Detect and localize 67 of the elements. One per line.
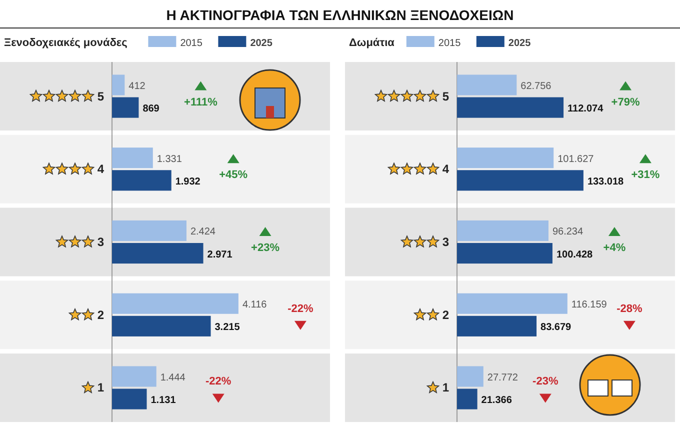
data-label: 1.444 [160, 372, 186, 384]
y-tick-label: 1 [97, 380, 104, 395]
legend-title: Ξενοδοχειακές μονάδες [4, 37, 128, 49]
bar [112, 293, 238, 314]
bar [457, 97, 564, 118]
bar [457, 388, 478, 410]
bar [457, 366, 484, 387]
data-label: 4.116 [242, 300, 268, 311]
data-label: 2.971 [207, 249, 233, 260]
bar [457, 148, 554, 168]
bar [112, 366, 156, 387]
text: +31% [631, 169, 660, 182]
y-tick-label: 1 [442, 380, 450, 395]
text: -22% [288, 302, 314, 315]
annotation: +111% [184, 96, 218, 108]
text: +4% [603, 242, 626, 254]
legend-title: Δωμάτια [349, 37, 395, 49]
legend-label: 2015 [438, 38, 462, 49]
bar [457, 74, 517, 96]
bar [457, 220, 548, 241]
bar [112, 74, 125, 96]
bar [112, 97, 139, 118]
y-tick-label: 2 [442, 308, 450, 322]
data-label: 83.679 [540, 322, 572, 334]
annotation: +45% [219, 169, 248, 182]
data-label: 100.428 [556, 249, 594, 260]
data-label: 62.756 [520, 80, 552, 92]
data-label: 116.159 [571, 300, 608, 311]
data-label: 101.627 [558, 154, 594, 165]
bar [457, 316, 537, 336]
text: +79% [611, 96, 640, 108]
y-tick-label: 5 [97, 89, 104, 104]
data-label: 1.331 [156, 154, 182, 165]
bar [112, 220, 186, 241]
data-label: 112.074 [568, 104, 604, 115]
data-label: 133.018 [587, 176, 624, 188]
data-label: 21.366 [481, 395, 512, 406]
legend-label: 2025 [508, 38, 532, 49]
legend-label: 2025 [250, 38, 273, 49]
data-label: 27.772 [487, 372, 518, 384]
data-label: 1.131 [150, 395, 176, 406]
data-label: 412 [128, 80, 146, 92]
y-tick-label: 2 [97, 308, 104, 322]
data-label: 1.932 [175, 176, 201, 188]
bar [112, 170, 172, 191]
data-label: 3.215 [214, 322, 240, 334]
bar [457, 243, 552, 264]
bar [112, 148, 153, 168]
text: Η ΑΚΤΙΝΟΓΡΑΦΙΑ ΤΩΝ ΕΛΛΗΝΙΚΩΝ ΞΕΝΟΔΟΧΕΙΩΝ [166, 7, 514, 23]
annotation: -22% [206, 376, 232, 388]
y-tick-label: 4 [442, 162, 450, 176]
y-tick-label: 3 [97, 235, 104, 249]
text: +23% [251, 242, 280, 254]
text: -28% [616, 302, 642, 315]
bar [112, 243, 204, 264]
y-tick-label: 3 [442, 235, 450, 249]
bar [457, 293, 568, 314]
annotation: -23% [532, 376, 558, 388]
legend-label: 2015 [180, 38, 203, 49]
data-label: 2.424 [190, 226, 216, 238]
data-label: 96.234 [552, 226, 584, 238]
y-tick-label: 4 [97, 162, 104, 176]
y-tick-label: 5 [442, 89, 450, 104]
bar [112, 316, 211, 336]
bar [457, 170, 584, 191]
data-label: 869 [142, 104, 160, 115]
bar [112, 388, 147, 410]
